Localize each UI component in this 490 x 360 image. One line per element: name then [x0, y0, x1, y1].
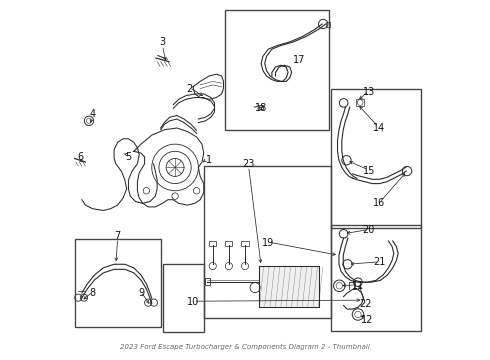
Bar [259, 266, 319, 307]
Text: 7: 7 [115, 231, 121, 240]
Text: 8: 8 [90, 288, 96, 298]
Text: 17: 17 [293, 55, 305, 65]
Text: 6: 6 [77, 152, 83, 162]
Bar [225, 241, 232, 246]
Text: 21: 21 [373, 257, 386, 267]
Text: 16: 16 [373, 198, 386, 208]
Text: 11: 11 [352, 281, 364, 291]
Bar [259, 266, 319, 307]
Bar [225, 10, 329, 130]
Bar [209, 241, 216, 246]
Bar [225, 10, 329, 130]
Text: 13: 13 [363, 87, 375, 97]
Text: 20: 20 [363, 225, 375, 235]
Text: 18: 18 [255, 103, 267, 113]
Text: 3: 3 [159, 37, 166, 47]
Text: 2023 Ford Escape Turbocharger & Components Diagram 2 - Thumbnail: 2023 Ford Escape Turbocharger & Componen… [120, 344, 370, 350]
Text: 15: 15 [363, 166, 375, 176]
Text: 2: 2 [186, 84, 193, 94]
Bar [331, 225, 421, 330]
Text: 19: 19 [262, 238, 274, 248]
Text: 12: 12 [361, 315, 373, 325]
Text: 10: 10 [187, 297, 199, 307]
Bar [331, 89, 421, 228]
Text: 4: 4 [90, 109, 96, 119]
Bar [74, 239, 161, 327]
Text: 9: 9 [138, 288, 144, 298]
Bar [326, 22, 330, 27]
Bar [163, 264, 204, 332]
Bar [331, 225, 421, 330]
Text: 23: 23 [243, 159, 255, 169]
Bar [74, 239, 161, 327]
Bar [204, 166, 331, 318]
Bar [204, 166, 331, 318]
Text: 22: 22 [359, 299, 371, 309]
Bar [356, 99, 364, 107]
Text: 1: 1 [206, 155, 212, 165]
Text: 14: 14 [373, 123, 386, 133]
Bar [205, 278, 210, 285]
Text: 5: 5 [125, 152, 132, 162]
Bar [259, 105, 263, 109]
Bar [163, 264, 204, 332]
Bar [242, 241, 248, 246]
Bar [331, 89, 421, 228]
